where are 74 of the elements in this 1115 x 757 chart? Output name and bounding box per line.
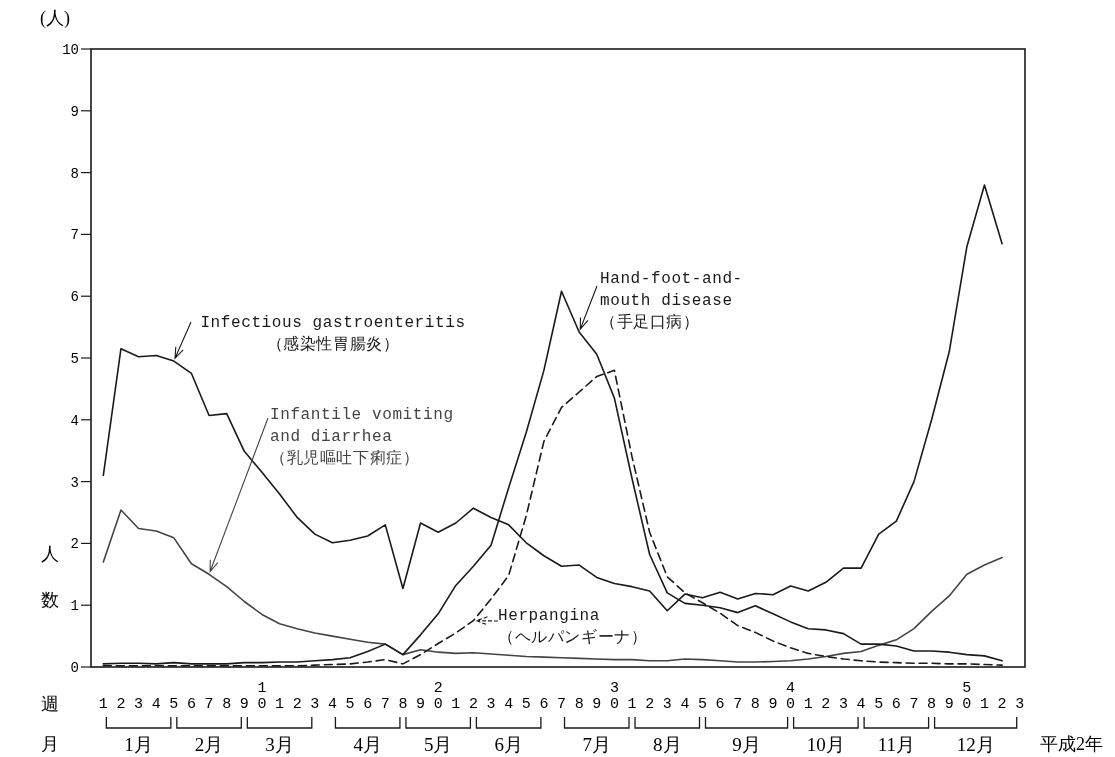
x-tick-label: 2 [821,696,831,713]
x-tick-label: 2 [468,696,478,713]
x-tick-label: 8 [750,696,760,713]
legend-label: Herpangina （ヘルパンギーナ） [498,606,649,649]
month-brackets: 1月 2月 3月 4月 5月 6月 7月 8月 9月 10月 11月 12月 [105,716,1018,755]
text: 月 [41,734,59,754]
y-tick-label: 10 [62,42,79,58]
y-tick-label: 1 [70,598,79,615]
x-tick-label: 9 [592,696,602,713]
x-tick-label: 4 [680,696,690,713]
x-tick-label: 1 [451,696,461,713]
y-tick-label: 2 [70,536,79,553]
x-tick-label: 1 0 [257,680,267,713]
x-tick-label: 20 [433,680,443,713]
x-tick-label: 6 [363,696,373,713]
x-tick-label: 4 [327,696,337,713]
x-tick-label: 7 [204,696,214,713]
x-tick-label: 9 [416,696,426,713]
x-tick-label: 3 [662,696,672,713]
y-tick-label: 9 [70,103,79,120]
x-tick-label: 8 [398,696,408,713]
text: (人) [40,8,70,29]
x-tick-label: 6 [715,696,725,713]
text: Infantile vomiting and diarrhea （乳児嘔吐下痢症） [270,405,455,470]
x-tick-label: 4 [504,696,514,713]
x-axis-title: 週 [41,694,59,714]
x-tick-label: 1 [275,696,285,713]
x-tick-label: 6 [186,696,196,713]
y-tick-label: 0 [70,660,79,676]
x-tick-label: 3 [486,696,496,713]
x-tick-label: 1 [803,696,813,713]
x-tick-label: 2 [292,696,302,713]
x-tick-label: 9 [239,696,249,713]
y-tick-label: 5 [70,351,79,367]
x-tick-label: 5 [521,696,531,713]
y-tick-label: 3 [70,474,79,491]
x-tick-label: 3 [310,696,320,713]
x-tick-label: 8 [222,696,232,713]
x-tick-label: 1 [627,696,637,713]
x-tick-label: 7 [733,696,743,713]
text: 平成2年 [1040,734,1103,754]
x-tick-label: 3 [838,696,848,713]
x-tick-label: 9 [944,696,954,713]
x-tick-label: 5 [169,696,179,713]
x-tick-label: 5 [698,696,708,713]
x-tick-label: 4 [151,696,161,713]
x-tick-label: 9 [768,696,778,713]
x-tick-label: 5 [345,696,355,713]
x-tick-label: 30 [609,680,619,713]
y-tick-label: 7 [70,227,79,244]
x-tick-label: 3 [134,696,144,713]
x-tick-label: 5 [874,696,884,713]
x-tick-label: 1 [98,696,108,713]
x-tick-label: 4 [856,696,866,713]
y-tick-label: 6 [70,289,79,306]
x-tick-label: 2 [997,696,1007,713]
x-tick-label: 3 [1015,696,1025,713]
x-tick-label: 7 [380,696,390,713]
x-tick-label: 40 [786,680,796,713]
x-tick-label: 8 [927,696,937,713]
x-tick-label: 2 [116,696,126,713]
x-tick-label: 7 [909,696,919,713]
text: 人数 [41,544,59,610]
y-tick-label: 4 [70,412,79,429]
x-tick-label: 2 [645,696,655,713]
x-tick-label: 6 [539,696,549,713]
x-tick-label: 8 [574,696,584,713]
x-tick-label: 7 [557,696,567,713]
x-tick-label: 50 [962,680,972,713]
x-tick-label: 6 [891,696,901,713]
x-tick-label: 1 [979,696,989,713]
series-label: Hand-foot-and-mouth disease （手足口病） [600,269,744,334]
legend-label: Infectious gastroenteritis （感染性胃腸炎） [199,313,467,356]
y-tick-label: 8 [70,165,79,182]
